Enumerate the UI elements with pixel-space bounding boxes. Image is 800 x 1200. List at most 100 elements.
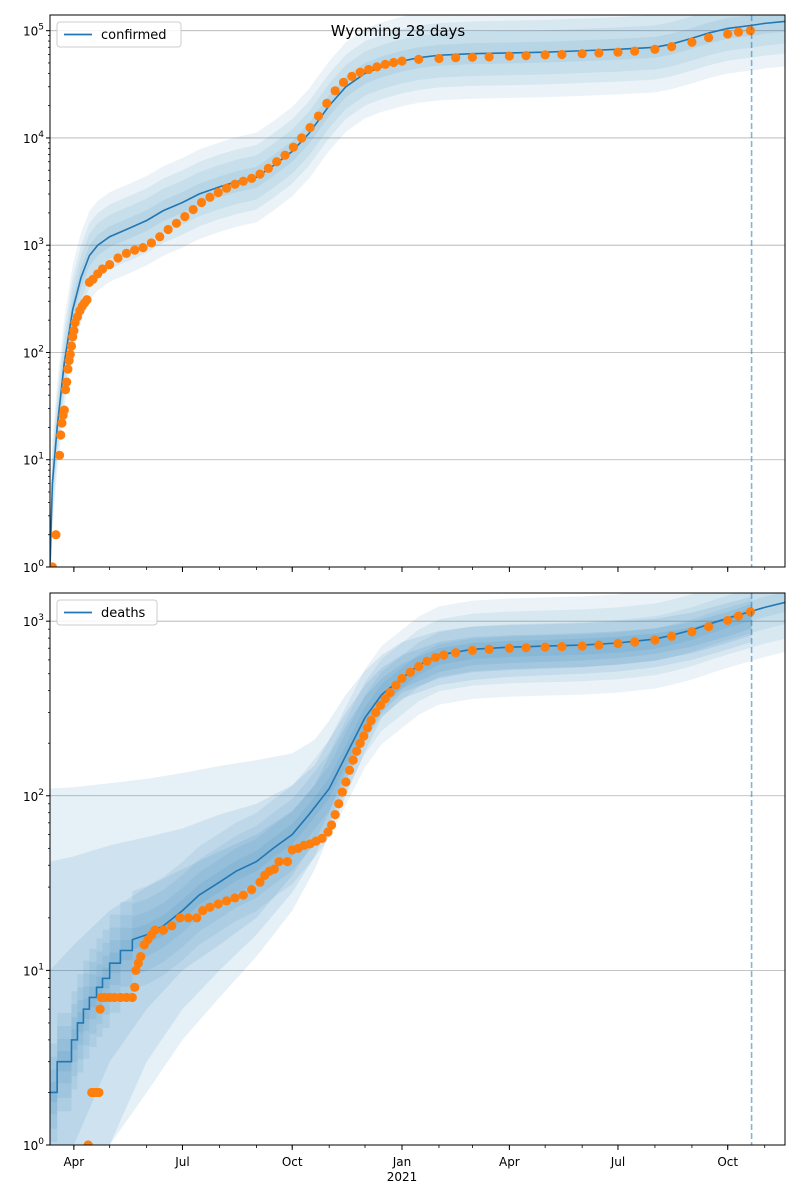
confirmed-point-64 xyxy=(467,52,477,62)
deaths-point-50 xyxy=(341,777,351,787)
xtick-label-5: Jul xyxy=(610,1155,625,1169)
deaths-legend: deaths xyxy=(56,599,158,626)
deaths-point-28 xyxy=(213,899,223,909)
confirmed-point-75 xyxy=(667,42,677,52)
xtick-label-3: Jan xyxy=(392,1155,412,1169)
confirmed-point-47 xyxy=(288,142,299,152)
deaths-point-30 xyxy=(230,893,240,903)
deaths-ytick-label-2: 102 xyxy=(23,788,44,804)
deaths-model-line xyxy=(50,601,785,1094)
confirmed-ytick-label-2: 102 xyxy=(23,344,44,360)
deaths-point-56 xyxy=(362,723,372,733)
confirmed-point-79 xyxy=(733,27,744,37)
confirmed-point-63 xyxy=(451,53,461,63)
confirmed-panel: 100 101 102 103 104 105 confirmed xyxy=(23,14,786,575)
deaths-band-0 xyxy=(50,596,752,1145)
confirmed-model-line xyxy=(50,20,785,567)
deaths-point-14 xyxy=(131,965,141,975)
xtick-label-1: Jul xyxy=(174,1155,189,1169)
deaths-point-55 xyxy=(359,731,369,741)
deaths-point-75 xyxy=(557,642,567,652)
confirmed-point-67 xyxy=(521,51,531,61)
deaths-ytick-label-1: 101 xyxy=(23,962,44,978)
xtick-label-6: Oct xyxy=(717,1155,738,1169)
deaths-point-65 xyxy=(414,661,424,672)
confirmed-point-9 xyxy=(63,364,73,374)
deaths-point-27 xyxy=(205,902,215,912)
confirmed-point-41 xyxy=(238,176,248,186)
deaths-point-83 xyxy=(704,622,714,632)
xtick-label-4: Apr xyxy=(499,1155,520,1169)
confirmed-point-72 xyxy=(613,47,623,57)
confirmed-point-39 xyxy=(221,183,232,193)
confirmed-point-2 xyxy=(54,450,65,460)
confirmed-point-3 xyxy=(56,430,66,440)
confirmed-point-42 xyxy=(247,173,257,183)
deaths-point-78 xyxy=(613,638,623,649)
deaths-point-82 xyxy=(687,627,697,637)
deaths-point-86 xyxy=(745,607,755,617)
confirmed-point-28 xyxy=(130,245,140,255)
deaths-legend-box xyxy=(56,599,158,626)
deaths-point-59 xyxy=(375,700,386,710)
confirmed-point-27 xyxy=(121,248,131,258)
deaths-point-76 xyxy=(577,641,587,651)
confirmed-point-58 xyxy=(380,59,390,69)
confirmed-ytick-label-5: 105 xyxy=(23,23,44,39)
confirmed-point-65 xyxy=(484,52,494,62)
confirmed-point-33 xyxy=(171,218,182,228)
deaths-point-12 xyxy=(127,992,137,1003)
deaths-point-47 xyxy=(330,810,340,820)
confirmed-point-31 xyxy=(155,232,165,242)
confirmed-point-60 xyxy=(397,56,407,66)
confirmed-point-7 xyxy=(60,385,71,395)
deaths-ytick-label-0: 100 xyxy=(23,1137,44,1153)
confirmed-legend-label: confirmed xyxy=(101,28,167,43)
confirmed-legend-box xyxy=(56,21,182,48)
deaths-point-58 xyxy=(371,707,381,718)
confirmed-point-50 xyxy=(313,111,324,121)
deaths-point-21 xyxy=(158,925,168,935)
confirmed-point-36 xyxy=(196,197,207,208)
deaths-point-80 xyxy=(650,635,660,645)
deaths-point-20 xyxy=(150,925,160,935)
confirmed-point-68 xyxy=(540,50,550,60)
deaths-point-63 xyxy=(397,673,407,684)
deaths-point-33 xyxy=(255,877,265,887)
deaths-point-48 xyxy=(334,799,344,809)
deaths-point-32 xyxy=(247,885,257,895)
confirmed-point-70 xyxy=(577,49,587,59)
confirmed-ytick-label-0: 100 xyxy=(23,559,44,575)
deaths-point-70 xyxy=(467,645,477,656)
xtick-label-0: Apr xyxy=(63,1155,84,1169)
deaths-panel: 100 101 102 103 Apr Jul Oct Jan Apr Jul Oct 2021 dea… xyxy=(23,592,786,1184)
confirmed-plot-area xyxy=(50,15,785,567)
confirmed-point-8 xyxy=(62,377,72,387)
confirmed-ytick-label-3: 103 xyxy=(23,237,44,253)
chart-title: Wyoming 28 days xyxy=(331,22,466,40)
confirmed-point-14 xyxy=(69,325,79,336)
confirmed-point-40 xyxy=(230,179,240,189)
confirmed-point-48 xyxy=(297,133,307,143)
deaths-point-4 xyxy=(94,1087,104,1098)
deaths-model-band-1 xyxy=(50,593,785,1129)
confirmed-point-57 xyxy=(372,62,382,72)
confirmed-point-80 xyxy=(745,26,755,36)
confirmed-point-76 xyxy=(687,37,697,47)
xtick-year-label: 2021 xyxy=(387,1170,418,1184)
deaths-point-22 xyxy=(167,921,177,931)
deaths-point-29 xyxy=(221,896,232,906)
confirmed-point-55 xyxy=(355,67,365,77)
confirmed-point-73 xyxy=(630,46,640,56)
deaths-point-61 xyxy=(385,687,395,698)
deaths-point-66 xyxy=(422,656,432,666)
deaths-point-13 xyxy=(130,982,140,992)
confirmed-point-51 xyxy=(322,98,332,108)
confirmed-ytick-label-4: 104 xyxy=(23,130,44,146)
confirmed-point-4 xyxy=(57,418,67,428)
confirmed-point-62 xyxy=(434,53,444,64)
deaths-point-62 xyxy=(391,680,401,690)
deaths-point-46 xyxy=(326,820,337,830)
deaths-point-54 xyxy=(355,738,365,748)
